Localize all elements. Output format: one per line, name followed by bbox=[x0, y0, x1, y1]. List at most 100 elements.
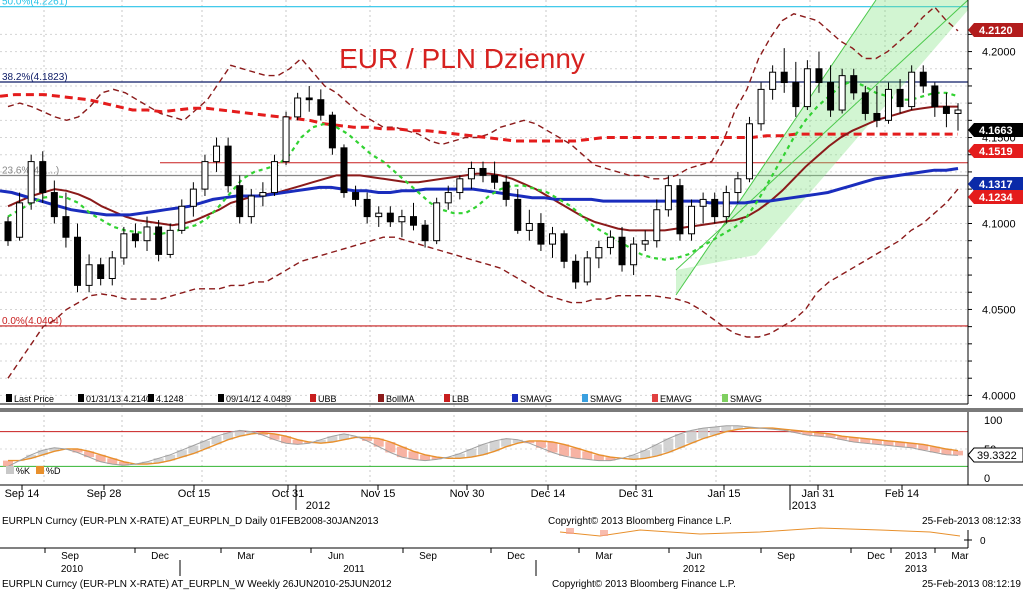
legend-item-8: SMAVG bbox=[590, 394, 622, 404]
price-label-box-3 bbox=[968, 177, 1023, 191]
candle-body-40 bbox=[467, 167, 475, 180]
stoch-diff-bar-69 bbox=[802, 431, 813, 436]
stoch-current-label: 39.3322 bbox=[977, 450, 1017, 462]
time-tick-label-9: Jan 31 bbox=[801, 488, 834, 500]
candle-body-48 bbox=[560, 233, 568, 262]
candle-body-11 bbox=[131, 233, 139, 242]
stoch-diff-bar-16 bbox=[188, 445, 199, 454]
price-label-text-4: 4.1234 bbox=[979, 192, 1014, 204]
candle-body-47 bbox=[549, 233, 557, 245]
candle-body-33 bbox=[386, 212, 394, 223]
candle-body-7 bbox=[85, 264, 93, 286]
stoch-diff-bar-51 bbox=[593, 454, 604, 461]
stoch-diff-bar-46 bbox=[535, 440, 546, 448]
time-tick-label-8: Jan 15 bbox=[707, 488, 740, 500]
stoch-diff-bar-14 bbox=[165, 454, 176, 461]
candle-body-35 bbox=[409, 216, 417, 226]
candle-body-36 bbox=[421, 224, 429, 242]
stoch-diff-bar-29 bbox=[338, 433, 349, 440]
candle-body-13 bbox=[155, 226, 163, 255]
price-label-box-1 bbox=[968, 123, 1023, 137]
legend-item-5: BollMA bbox=[386, 394, 415, 404]
legend-swatch-0 bbox=[6, 394, 12, 402]
stoch-diff-bar-39 bbox=[454, 453, 465, 459]
legend-item-3: 09/14/12 4.0489 bbox=[226, 394, 291, 404]
candle-body-26 bbox=[305, 97, 313, 101]
stoch-tick-label-2: 0 bbox=[984, 473, 990, 485]
stoch-diff-bar-71 bbox=[825, 433, 836, 438]
candle-body-29 bbox=[340, 147, 348, 194]
candle-body-45 bbox=[525, 222, 533, 231]
candle-body-63 bbox=[734, 178, 742, 194]
price-label-text-2: 4.1519 bbox=[979, 146, 1013, 158]
candle-body-24 bbox=[282, 116, 290, 163]
stoch-diff-bar-49 bbox=[570, 447, 581, 459]
candle-body-59 bbox=[688, 205, 696, 235]
stoch-diff-bar-82 bbox=[953, 450, 963, 456]
candles bbox=[4, 48, 962, 293]
candle-body-74 bbox=[861, 92, 869, 114]
stoch-diff-bar-13 bbox=[153, 458, 164, 463]
legend-swatch-2 bbox=[148, 394, 154, 402]
candle-body-54 bbox=[630, 243, 638, 266]
stoch-diff-bar-54 bbox=[628, 454, 639, 460]
year-label-0: 2012 bbox=[306, 500, 330, 512]
stoch-diff-bar-70 bbox=[813, 432, 824, 437]
stoch-diff-bar-23 bbox=[269, 433, 280, 440]
legend-swatch-5 bbox=[378, 394, 384, 402]
stoch-diff-bar-62 bbox=[721, 425, 732, 432]
stoch-diff-bar-60 bbox=[698, 428, 709, 439]
stoch-diff-bar-3 bbox=[37, 450, 48, 455]
legend-item-4: UBB bbox=[318, 394, 337, 404]
candle-body-67 bbox=[780, 71, 788, 84]
stoch-diff-bar-12 bbox=[142, 461, 153, 465]
legend-item-7: SMAVG bbox=[520, 394, 552, 404]
stoch-diff-bar-48 bbox=[559, 444, 570, 456]
stoch-diff-bar-75 bbox=[871, 439, 882, 445]
time-tick-label-10: Feb 14 bbox=[885, 488, 919, 500]
candle-body-60 bbox=[699, 198, 707, 207]
footer-daily-right: 25-Feb-2013 08:12:33 bbox=[922, 516, 1021, 527]
candle-body-53 bbox=[618, 236, 626, 266]
candle-body-27 bbox=[317, 99, 325, 116]
candle-body-43 bbox=[502, 181, 510, 200]
footer-weekly-right: 25-Feb-2013 08:12:19 bbox=[922, 579, 1021, 590]
legend-swatch-7 bbox=[512, 394, 518, 402]
stoch-diff-bar-9 bbox=[107, 458, 118, 465]
stoch-diff-bar-7 bbox=[84, 451, 95, 458]
stoch-d-swatch bbox=[36, 466, 44, 474]
stoch-diff-bar-56 bbox=[651, 444, 662, 456]
weekly-month-label-2: Mar bbox=[237, 551, 255, 562]
price-label-box-0 bbox=[968, 23, 1023, 37]
price-tick-label-3: 4.0500 bbox=[982, 304, 1016, 316]
stoch-diff-bar-43 bbox=[501, 438, 512, 447]
candle-body-25 bbox=[294, 97, 302, 118]
candle-body-76 bbox=[884, 88, 892, 121]
time-axis: Sep 14 Sep 28 Oct 15 Oct 31 Nov 15 Nov 30 Dec … bbox=[0, 484, 1023, 512]
legend-swatch-9 bbox=[652, 394, 658, 402]
stoch-diff-bar-74 bbox=[860, 438, 871, 444]
stoch-diff-bar-21 bbox=[246, 431, 257, 434]
candle-body-6 bbox=[74, 236, 82, 286]
weekly-month-label-8: Sep bbox=[777, 551, 795, 562]
weekly-month-label-11: Mar bbox=[951, 551, 969, 562]
stoch-diff-bar-76 bbox=[883, 440, 894, 446]
stoch-legend-d: %D bbox=[46, 466, 61, 476]
candle-body-20 bbox=[236, 185, 244, 218]
stoch-current-box bbox=[967, 447, 1023, 463]
stoch-diff-bar-77 bbox=[895, 442, 906, 447]
candle-body-65 bbox=[757, 88, 765, 125]
candle-body-77 bbox=[896, 88, 904, 108]
stoch-diff-bar-10 bbox=[118, 461, 129, 466]
smavg-blue-line bbox=[0, 167, 959, 217]
stoch-diff-bar-19 bbox=[223, 432, 234, 440]
candle-body-34 bbox=[398, 216, 406, 223]
weekly-mini-line bbox=[559, 527, 961, 537]
candle-body-68 bbox=[792, 82, 800, 108]
stochastic-panel: 10050039.3322%K%D bbox=[0, 408, 1023, 485]
legend-swatch-4 bbox=[310, 394, 316, 402]
stoch-diff-bar-81 bbox=[941, 449, 952, 455]
price-label-text-0: 4.2120 bbox=[979, 25, 1013, 37]
